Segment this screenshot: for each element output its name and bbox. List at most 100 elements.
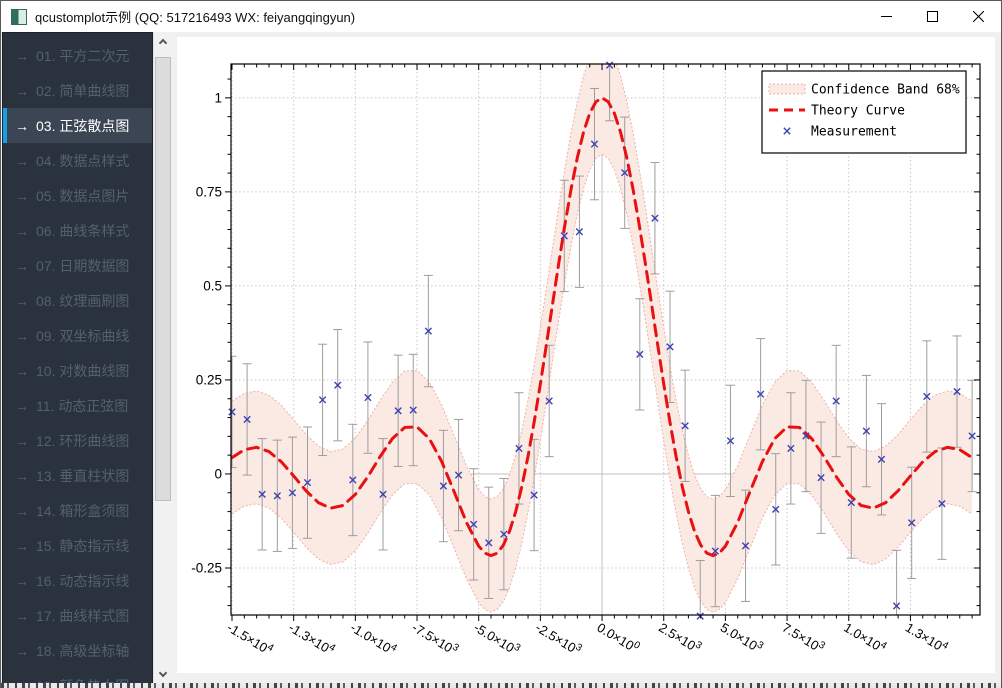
window-title: qcustomplot示例 (QQ: 517216493 WX: feiyang…: [35, 10, 356, 25]
x-tick-label: -5.0×103: [471, 619, 522, 659]
sidebar-scrollbar[interactable]: [153, 32, 172, 684]
scrollbar-handle[interactable]: [155, 57, 171, 501]
sidebar-item-label: 04. 数据点样式: [36, 152, 130, 169]
svg-text:-1.3×104: -1.3×104: [286, 619, 337, 659]
sinc-scatter-chart[interactable]: -1.5×104 -1.3×104 -1.0×104 -7.5×103 -5.0×103…: [177, 37, 995, 673]
arrow-icon: →: [15, 47, 29, 64]
svg-text:-1.0×104: -1.0×104: [348, 619, 399, 659]
chart-panel: -1.5×104 -1.3×104 -1.0×104 -7.5×103 -5.0×103…: [172, 32, 1000, 684]
sidebar-item-12[interactable]: → 12. 环形曲线图: [3, 423, 152, 458]
sidebar-item-04[interactable]: → 04. 数据点样式: [3, 143, 152, 178]
sidebar-item-07[interactable]: → 07. 日期数据图: [3, 248, 152, 283]
maximize-icon: [926, 11, 938, 22]
x-tick-label: -1.5×104: [224, 619, 275, 659]
sidebar-item-label: 07. 日期数据图: [36, 257, 130, 274]
sidebar-item-15[interactable]: → 15. 静态指示线: [3, 528, 152, 563]
arrow-icon: →: [15, 502, 29, 519]
arrow-icon: →: [15, 82, 29, 99]
svg-text:1.3×104: 1.3×104: [903, 619, 951, 656]
y-tick-label: -0.25: [191, 560, 222, 575]
svg-text:1.0×104: 1.0×104: [841, 619, 889, 656]
sidebar-item-13[interactable]: → 13. 垂直柱状图: [3, 458, 152, 493]
x-tick-label: 1.3×104: [903, 619, 951, 656]
sidebar-item-16[interactable]: → 16. 动态指示线: [3, 563, 152, 598]
sidebar-item-label: 17. 曲线样式图: [36, 607, 130, 624]
sidebar-item-08[interactable]: → 08. 纹理画刷图: [3, 283, 152, 318]
chevron-down-icon: [158, 668, 168, 678]
sidebar-item-label: 15. 静态指示线: [36, 537, 130, 554]
y-tick-label: 1: [214, 90, 222, 105]
sidebar-item-label: 06. 曲线条样式: [36, 222, 130, 239]
sidebar-item-10[interactable]: → 10. 对数曲线图: [3, 353, 152, 388]
svg-text:7.5×103: 7.5×103: [780, 619, 828, 656]
chevron-up-icon: [158, 38, 168, 48]
x-tick-label: -2.5×103: [533, 619, 584, 659]
legend-label: Theory Curve: [811, 104, 905, 119]
title-bar[interactable]: qcustomplot示例 (QQ: 517216493 WX: feiyang…: [1, 1, 1001, 32]
x-tick-label: 7.5×103: [780, 619, 828, 656]
y-tick-label: 0: [214, 466, 222, 481]
sidebar-item-label: 12. 环形曲线图: [36, 432, 130, 449]
close-icon: [972, 11, 984, 22]
minimize-button[interactable]: [863, 1, 909, 32]
sidebar-item-06[interactable]: → 06. 曲线条样式: [3, 213, 152, 248]
sidebar-item-label: 18. 高级坐标轴: [36, 642, 130, 659]
arrow-icon: →: [15, 222, 29, 239]
arrow-icon: →: [15, 397, 29, 414]
x-tick-label: -1.3×104: [286, 619, 337, 659]
legend-label: Measurement: [811, 125, 897, 140]
svg-text:0.0×100: 0.0×100: [595, 619, 643, 656]
scrollbar-down-button[interactable]: [154, 665, 172, 684]
sidebar-item-18[interactable]: → 18. 高级坐标轴: [3, 633, 152, 668]
svg-text:-5.0×103: -5.0×103: [471, 619, 522, 659]
x-tick-label: 5.0×103: [718, 620, 766, 654]
cutoff-content-strip: [1, 683, 1001, 688]
x-tick-label: -1.0×104: [348, 619, 399, 659]
maximize-button[interactable]: [909, 1, 955, 32]
svg-text:-7.5×103: -7.5×103: [409, 619, 460, 659]
arrow-icon: →: [15, 257, 29, 274]
sidebar-item-label: 19. 颜色热力图: [36, 676, 129, 684]
sidebar-item-label: 10. 对数曲线图: [36, 362, 130, 379]
arrow-icon: →: [15, 537, 29, 554]
sidebar-item-label: 11. 动态正弦图: [36, 397, 129, 414]
sidebar-item-19[interactable]: → 19. 颜色热力图: [3, 668, 152, 684]
app-body: → 01. 平方二次元 → 02. 简单曲线图 → 03. 正弦散点图 → 04. 数据点样式…: [2, 32, 1000, 684]
sidebar-item-label: 03. 正弦散点图: [36, 117, 130, 134]
sidebar-item-label: 08. 纹理画刷图: [36, 292, 130, 309]
y-tick-label: 0.25: [196, 372, 222, 387]
arrow-icon: →: [15, 607, 29, 624]
arrow-icon: →: [15, 327, 29, 344]
measurement-points: [228, 61, 976, 620]
sidebar-item-label: 01. 平方二次元: [36, 47, 130, 64]
legend-label: Confidence Band 68%: [811, 83, 960, 98]
sidebar-item-03[interactable]: → 03. 正弦散点图: [3, 108, 152, 143]
scrollbar-up-button[interactable]: [154, 32, 172, 51]
svg-text:-2.5×103: -2.5×103: [533, 619, 584, 659]
arrow-icon: →: [15, 187, 29, 204]
arrow-icon: →: [15, 467, 29, 484]
svg-text:-1.5×104: -1.5×104: [224, 619, 275, 659]
arrow-icon: →: [15, 292, 29, 309]
sidebar-item-14[interactable]: → 14. 箱形盒须图: [3, 493, 152, 528]
arrow-icon: →: [15, 642, 29, 659]
sidebar-item-label: 16. 动态指示线: [36, 572, 130, 589]
minimize-icon: [880, 16, 892, 17]
legend: Confidence Band 68% Theory Curve Measureme…: [761, 70, 967, 154]
sidebar-item-01[interactable]: → 01. 平方二次元: [3, 38, 152, 73]
y-tick-label: 0.5: [203, 278, 222, 293]
sidebar-item-17[interactable]: → 17. 曲线样式图: [3, 598, 152, 633]
x-tick-label: 2.5×103: [656, 620, 704, 654]
arrow-icon: →: [15, 678, 29, 684]
sidebar-item-02[interactable]: → 02. 简单曲线图: [3, 73, 152, 108]
sidebar-menu: → 01. 平方二次元 → 02. 简单曲线图 → 03. 正弦散点图 → 04. 数据点样式…: [2, 32, 153, 684]
sidebar-item-09[interactable]: → 09. 双坐标曲线: [3, 318, 152, 353]
plot-border: [230, 63, 981, 616]
sidebar-item-05[interactable]: → 05. 数据点图片: [3, 178, 152, 213]
y-axis: -0.25 0 0.25 0.5 0.75 1: [191, 78, 980, 607]
close-button[interactable]: [955, 1, 1001, 32]
chart-widget: -1.5×104 -1.3×104 -1.0×104 -7.5×103 -5.0×103…: [177, 37, 995, 673]
x-tick-label: 1.0×104: [841, 619, 889, 656]
sidebar-item-11[interactable]: → 11. 动态正弦图: [3, 388, 152, 423]
arrow-icon: →: [15, 572, 29, 589]
